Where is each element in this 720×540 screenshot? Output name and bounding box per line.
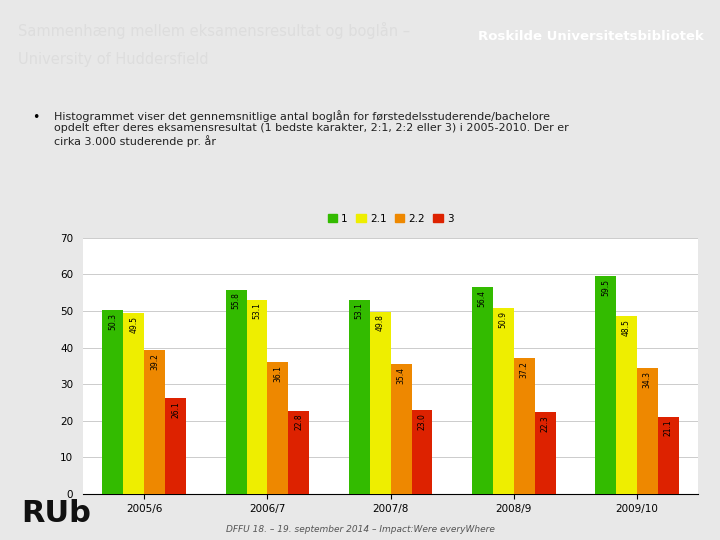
Text: 37.2: 37.2 <box>520 361 528 377</box>
Text: 23.0: 23.0 <box>418 413 426 430</box>
Text: Histogrammet viser det gennemsnitlige antal boglån for førstedelsstuderende/bach: Histogrammet viser det gennemsnitlige an… <box>54 110 569 147</box>
Legend: 1, 2.1, 2.2, 3: 1, 2.1, 2.2, 3 <box>323 210 458 228</box>
Text: 53.1: 53.1 <box>355 302 364 319</box>
Bar <box>102 310 123 494</box>
Text: 50.9: 50.9 <box>499 310 508 328</box>
Bar <box>535 413 556 494</box>
Bar <box>348 300 369 494</box>
Bar <box>289 410 310 494</box>
Bar <box>225 289 246 494</box>
Bar <box>268 362 289 494</box>
Bar <box>369 312 391 494</box>
Text: University of Huddersfield: University of Huddersfield <box>18 52 209 68</box>
Bar <box>391 364 412 494</box>
Text: 56.4: 56.4 <box>478 291 487 307</box>
Text: 53.1: 53.1 <box>253 302 261 319</box>
Bar <box>123 313 145 494</box>
Text: 22.3: 22.3 <box>541 415 549 432</box>
Text: Roskilde Universitetsbibliotek: Roskilde Universitetsbibliotek <box>478 30 704 43</box>
Text: 26.1: 26.1 <box>171 401 180 418</box>
Bar <box>616 316 636 494</box>
Text: •: • <box>32 111 40 124</box>
Bar <box>514 358 535 494</box>
Text: 49.5: 49.5 <box>130 316 138 333</box>
Bar <box>166 399 186 494</box>
Bar <box>658 417 679 494</box>
Text: 34.3: 34.3 <box>643 372 652 388</box>
Text: 49.8: 49.8 <box>376 314 384 332</box>
Text: 21.1: 21.1 <box>664 420 672 436</box>
Bar <box>595 276 616 494</box>
Bar <box>472 287 492 494</box>
Bar <box>637 368 658 494</box>
Bar <box>492 308 514 494</box>
Text: Sammenhæng mellem eksamensresultat og boglån –: Sammenhæng mellem eksamensresultat og bo… <box>18 22 410 39</box>
Text: 48.5: 48.5 <box>622 319 631 336</box>
Text: 55.8: 55.8 <box>232 293 240 309</box>
Text: RUb: RUb <box>22 500 91 529</box>
Bar <box>145 350 166 494</box>
Bar <box>246 300 268 494</box>
Text: 59.5: 59.5 <box>601 279 610 296</box>
Text: DFFU 18. – 19. september 2014 – Impact:Were everyWhere: DFFU 18. – 19. september 2014 – Impact:W… <box>225 524 495 534</box>
Text: 39.2: 39.2 <box>150 353 159 370</box>
Text: 50.3: 50.3 <box>109 313 117 330</box>
Text: 22.8: 22.8 <box>294 414 303 430</box>
Text: 35.4: 35.4 <box>397 367 405 384</box>
Text: 36.1: 36.1 <box>274 364 282 382</box>
Bar <box>412 410 433 494</box>
